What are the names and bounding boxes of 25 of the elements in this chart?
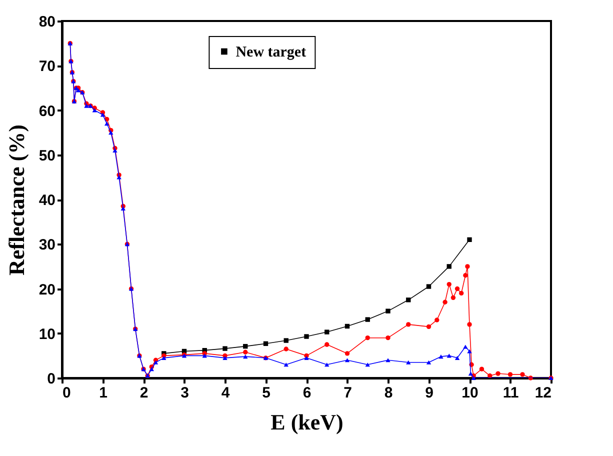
- x-tick-label: 4: [221, 384, 230, 402]
- y-tick-label: 50: [38, 147, 56, 164]
- y-tick-label: 40: [38, 192, 56, 209]
- x-tick-label: 3: [180, 384, 189, 402]
- x-tick-label: 2: [140, 384, 148, 402]
- y-tick-label: 30: [38, 236, 56, 254]
- x-tick-label: 7: [344, 384, 352, 402]
- y-tick-label: 0: [47, 370, 56, 388]
- y-tick-label: 80: [38, 14, 56, 30]
- x-tick-label: 5: [262, 384, 270, 402]
- y-tick-label: 10: [38, 326, 56, 343]
- y-tick-label: 70: [38, 58, 56, 76]
- legend-label: New target: [236, 44, 306, 60]
- x-tick-label: 11: [502, 384, 519, 402]
- x-tick-label: 9: [425, 384, 434, 402]
- y-tick-label: 60: [38, 102, 56, 120]
- x-tick-label: 1: [99, 384, 108, 402]
- y-tick-label: 20: [38, 281, 56, 298]
- x-tick-label: 10: [462, 384, 478, 402]
- x-axis-title: E (keV): [270, 410, 344, 434]
- x-tick-label: 6: [302, 384, 312, 402]
- x-tick-label: 12: [534, 384, 552, 402]
- x-tick-label: 0: [62, 384, 71, 402]
- y-axis-title: Reflectance (%): [4, 124, 29, 276]
- x-tick-label: 8: [384, 384, 393, 402]
